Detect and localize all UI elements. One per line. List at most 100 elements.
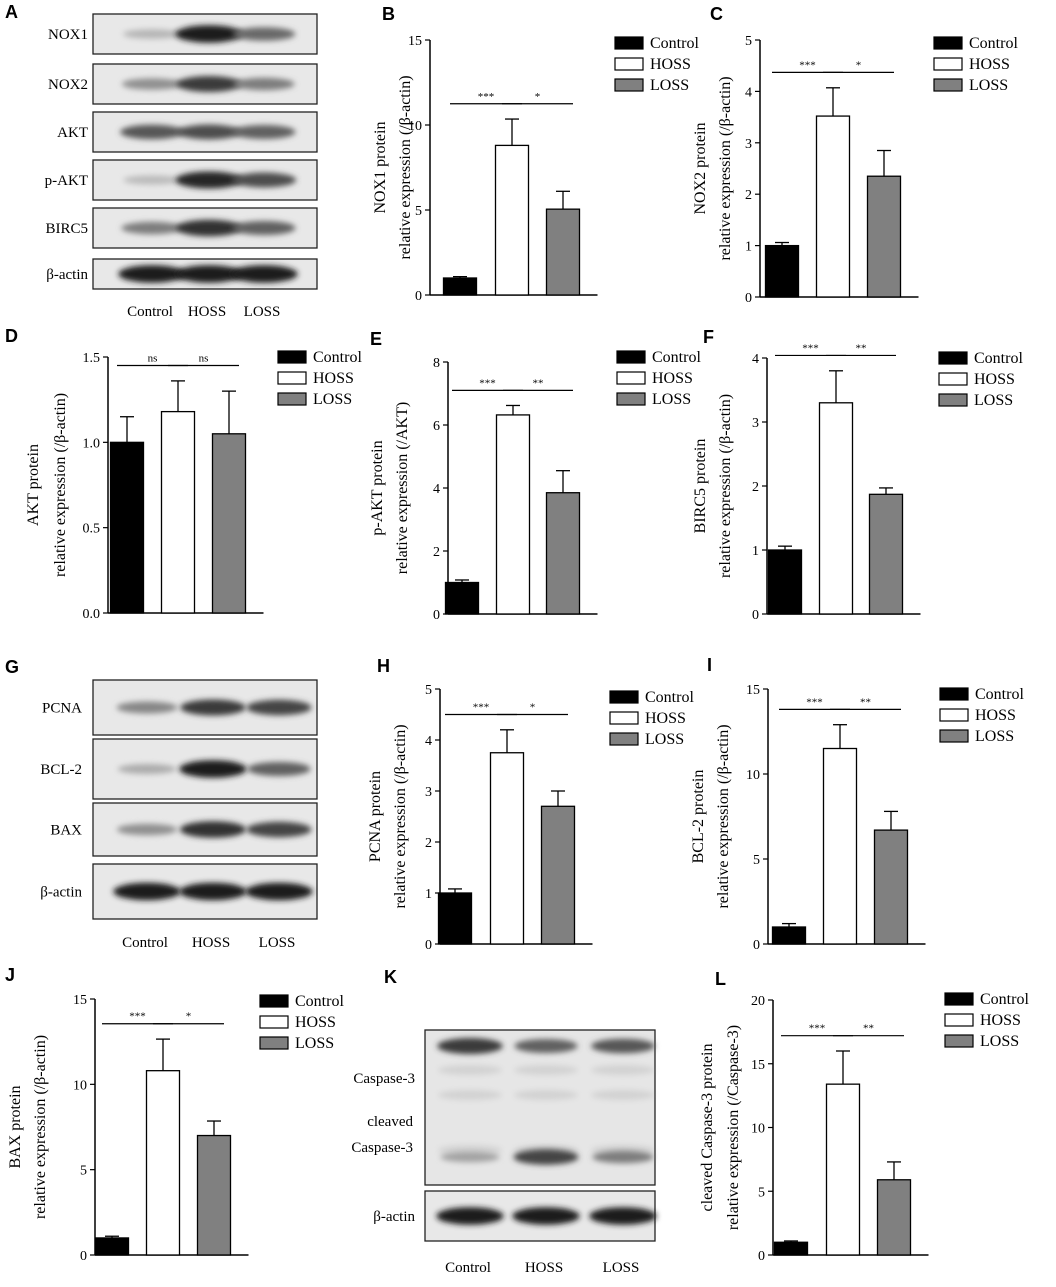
blot-band: [175, 265, 243, 283]
y-tick-label: 10: [746, 768, 760, 783]
legend-label: LOSS: [650, 77, 689, 94]
bar-chart-e: E 0 2 4 6 8 p-AKT protein relative expression (…: [369, 329, 701, 623]
band-label: NOX1: [48, 27, 88, 43]
y-tick-label: 0: [753, 938, 760, 953]
blot-band: [176, 76, 242, 92]
lane-label: HOSS: [192, 935, 230, 951]
y-tick-label: 0: [80, 1249, 87, 1264]
bar-hoss: [815, 115, 851, 298]
legend-label: HOSS: [980, 1012, 1021, 1029]
bar-hoss: [145, 1070, 181, 1256]
blot-smear: [438, 1065, 502, 1075]
band-label: BCL-2: [40, 762, 82, 778]
significance-label: ***: [479, 377, 496, 389]
y-axis-label: BIRC5 protein: [692, 439, 709, 534]
legend-swatch-hoss: [614, 57, 644, 71]
significance-label: *: [856, 59, 862, 71]
legend-swatch-hoss: [277, 371, 307, 385]
lane-label: HOSS: [188, 304, 226, 320]
legend-label: HOSS: [969, 56, 1010, 73]
legend-swatch-control: [939, 687, 969, 701]
legend-label: Control: [313, 349, 362, 366]
legend-swatch-loss: [939, 729, 969, 743]
y-tick-label: 4: [745, 85, 752, 100]
bar-chart-j: J 0 5 10 15 BAX protein relative expression (/…: [5, 965, 344, 1264]
legend-swatch-loss: [259, 1036, 289, 1050]
y-tick-label: 4: [752, 352, 759, 367]
bar-hoss: [160, 410, 196, 614]
band-label: cleaved: [367, 1114, 413, 1130]
y-axis-label: relative expression (/Caspase-3): [725, 1025, 742, 1230]
y-tick-label: 5: [415, 204, 422, 219]
y-tick-label: 5: [425, 683, 432, 698]
legend-swatch-hoss: [933, 57, 963, 71]
y-tick-label: 15: [408, 34, 422, 49]
significance-label: ***: [129, 1011, 146, 1023]
legend-swatch-hoss: [939, 708, 969, 722]
blot-band: [436, 1207, 504, 1225]
bar-control: [437, 892, 473, 945]
y-tick-label: 5: [758, 1185, 765, 1200]
blot-band: [246, 821, 312, 838]
y-axis-label: relative expression (/β-actin): [397, 75, 414, 259]
lane-label: Control: [127, 304, 173, 320]
legend-label: Control: [980, 991, 1029, 1008]
band-label: AKT: [57, 125, 88, 141]
y-axis-label: relative expression (/β-actin): [715, 724, 732, 908]
bar-chart-f: F 0 1 2 3 4 BIRC5 protein relative expression (…: [692, 327, 1023, 623]
blot-band: [123, 175, 181, 185]
panel-label: F: [703, 327, 714, 347]
legend-label: HOSS: [313, 370, 354, 387]
western-blot-a: A NOX1 NOX2 AKT p-AKT BIRC5 β-actin Control HOSS…: [5, 2, 318, 320]
y-tick-label: 1.0: [83, 436, 101, 451]
bar-chart-i: I 0 5 10 15 BCL-2 protein relative expression …: [690, 655, 1024, 953]
legend-label: HOSS: [645, 710, 686, 727]
legend-label: Control: [650, 35, 699, 52]
y-tick-label: 0: [752, 608, 759, 623]
panel-label: I: [707, 655, 712, 675]
bar-chart-d: D 0.0 0.5 1.0 1.5 AKT protein relative express…: [5, 326, 362, 622]
bar-loss: [866, 175, 902, 298]
bar-control: [94, 1237, 130, 1256]
panel-label: B: [382, 4, 395, 24]
y-tick-label: 20: [751, 994, 765, 1009]
y-tick-label: 0: [425, 938, 432, 953]
band-label: BAX: [50, 823, 82, 839]
legend-label: Control: [645, 689, 694, 706]
y-axis-label: relative expression (/β-actin): [717, 394, 734, 578]
legend-label: Control: [975, 686, 1024, 703]
band-label: NOX2: [48, 77, 88, 93]
blot-band: [246, 699, 312, 716]
legend-swatch-loss: [609, 732, 639, 746]
band-label: p-AKT: [45, 173, 88, 189]
legend-swatch-control: [944, 992, 974, 1006]
y-axis-label: NOX1 protein: [372, 122, 389, 214]
bar-loss: [545, 208, 581, 296]
legend-label: LOSS: [652, 391, 691, 408]
blot-band: [233, 77, 295, 91]
bar-hoss: [495, 414, 531, 615]
legend-swatch-loss: [944, 1034, 974, 1048]
y-tick-label: 15: [746, 683, 760, 698]
bar-loss: [196, 1134, 232, 1256]
bar-loss: [545, 492, 581, 615]
legend-label: LOSS: [969, 77, 1008, 94]
bar-control: [771, 926, 807, 945]
lane-label: LOSS: [603, 1260, 640, 1276]
legend-swatch-loss: [614, 78, 644, 92]
bar-hoss: [818, 402, 854, 615]
y-axis-label: PCNA protein: [367, 771, 384, 862]
band-label: β-actin: [373, 1209, 415, 1225]
y-tick-label: 3: [752, 416, 759, 431]
legend-swatch-control: [938, 351, 968, 365]
bar-control: [109, 441, 145, 614]
panel-label: J: [5, 965, 15, 985]
significance-label: **: [860, 696, 871, 708]
y-tick-label: 4: [425, 734, 432, 749]
bar-loss: [540, 805, 576, 945]
y-axis-label: BCL-2 protein: [690, 770, 707, 864]
panel-label: G: [5, 657, 19, 677]
legend-swatch-control: [614, 36, 644, 50]
western-blot-k: K Caspase-3 cleaved Caspase-3 β-actin Control…: [351, 967, 657, 1276]
blot-band: [120, 124, 184, 140]
